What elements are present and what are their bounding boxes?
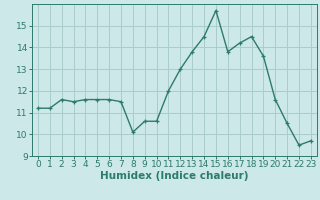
X-axis label: Humidex (Indice chaleur): Humidex (Indice chaleur)	[100, 171, 249, 181]
